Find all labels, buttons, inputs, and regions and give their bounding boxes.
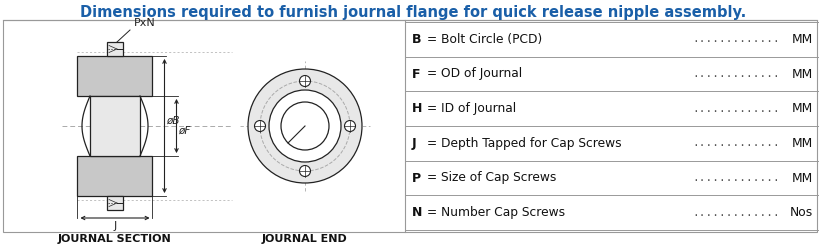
Bar <box>90 96 140 156</box>
Circle shape <box>299 166 310 176</box>
Text: Nos: Nos <box>789 206 812 219</box>
Bar <box>3 20 816 232</box>
Text: = Bolt Circle (PCD): = Bolt Circle (PCD) <box>427 33 541 46</box>
Text: N: N <box>411 206 422 219</box>
Text: JOURNAL END: JOURNAL END <box>262 234 347 244</box>
Text: = Number Cap Screws: = Number Cap Screws <box>427 206 564 219</box>
Text: = Size of Cap Screws: = Size of Cap Screws <box>427 172 556 184</box>
Circle shape <box>281 102 328 150</box>
Bar <box>78 56 152 96</box>
Text: .............: ............. <box>691 69 779 79</box>
Text: .............: ............. <box>691 34 779 44</box>
Circle shape <box>344 120 355 132</box>
Text: MM: MM <box>791 102 812 115</box>
Text: B: B <box>411 33 421 46</box>
Text: MM: MM <box>791 33 812 46</box>
Text: .............: ............. <box>691 173 779 183</box>
Text: J: J <box>411 137 416 150</box>
Bar <box>106 42 123 56</box>
Text: P: P <box>411 172 421 184</box>
Text: MM: MM <box>791 172 812 184</box>
Circle shape <box>247 69 361 183</box>
Bar <box>106 196 123 210</box>
Text: F: F <box>411 68 420 80</box>
Text: = Depth Tapped for Cap Screws: = Depth Tapped for Cap Screws <box>427 137 621 150</box>
Text: PxN: PxN <box>133 18 156 28</box>
Text: øB: øB <box>166 116 180 126</box>
Text: .............: ............. <box>691 138 779 148</box>
Text: H: H <box>411 102 422 115</box>
Bar <box>78 156 152 196</box>
Circle shape <box>299 76 310 86</box>
Text: = ID of Journal: = ID of Journal <box>427 102 515 115</box>
Circle shape <box>254 120 265 132</box>
Text: øF: øF <box>179 126 191 136</box>
Text: .............: ............. <box>691 104 779 114</box>
Text: J: J <box>113 221 116 231</box>
Text: .............: ............. <box>691 208 779 218</box>
Text: MM: MM <box>791 137 812 150</box>
Text: Dimensions required to furnish journal flange for quick release nipple assembly.: Dimensions required to furnish journal f… <box>79 5 745 20</box>
Text: JOURNAL SECTION: JOURNAL SECTION <box>58 234 172 244</box>
Text: = OD of Journal: = OD of Journal <box>427 68 522 80</box>
Circle shape <box>269 90 341 162</box>
Text: øH: øH <box>282 112 299 122</box>
Text: MM: MM <box>791 68 812 80</box>
